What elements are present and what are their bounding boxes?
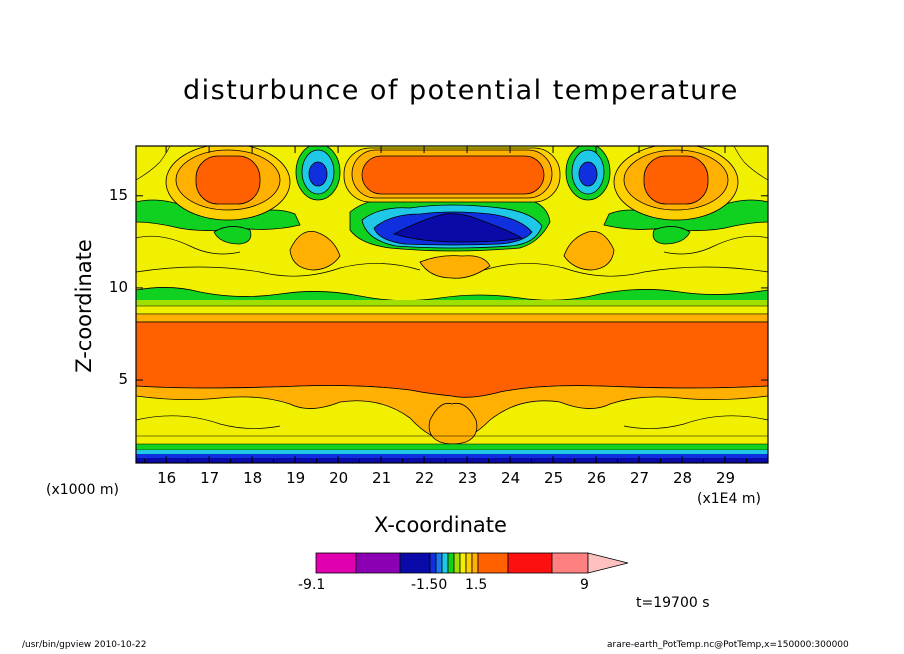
contour-line-3 xyxy=(136,235,241,255)
colorbar-tick-label: 9 xyxy=(580,577,589,593)
colorbar-segment xyxy=(441,552,449,574)
colorbar-tick-label: 1.5 xyxy=(465,577,488,593)
footer-right: arare-earth_PotTemp.nc@PotTemp,x=150000:… xyxy=(607,640,849,650)
x-tick-label: 28 xyxy=(673,469,693,487)
colorbar-tick-label: -1.50 xyxy=(411,577,448,593)
colorbar-segment xyxy=(551,552,589,574)
contour-line-1 xyxy=(136,263,421,277)
orange-lobe-left xyxy=(289,231,341,271)
surface-navy xyxy=(136,458,768,463)
surface-green xyxy=(136,443,768,451)
x-tick-label: 25 xyxy=(544,469,564,487)
colorbar-segment xyxy=(399,552,431,574)
green-blob-right xyxy=(652,226,691,245)
y-unit-note: (x1000 m) xyxy=(46,482,119,498)
cold-cell-left-blue xyxy=(308,161,328,187)
x-axis-ticks xyxy=(144,146,748,463)
colorbar-segment xyxy=(355,552,401,574)
x-tick-label: 27 xyxy=(630,469,650,487)
colorbar-segment xyxy=(477,552,509,574)
colorbar-segment xyxy=(453,552,461,574)
orange-lobe-center xyxy=(419,255,491,279)
lightgreen-strip xyxy=(136,300,768,306)
time-label: t=19700 s xyxy=(636,595,710,611)
y-tick-label: 10 xyxy=(108,277,128,296)
footer-left: /usr/bin/gpview 2010-10-22 xyxy=(22,640,147,650)
contour-line-5 xyxy=(136,415,281,429)
x-tick-label: 18 xyxy=(243,469,263,487)
x-tick-label: 17 xyxy=(200,469,220,487)
x-tick-label: 16 xyxy=(157,469,177,487)
chart-title: disturbunce of potential temperature xyxy=(183,75,739,106)
colorbar-segment xyxy=(459,552,467,574)
y-axis-label: Z-coordinate xyxy=(72,239,96,373)
colorbar-extension-arrow xyxy=(587,552,629,574)
x-tick-label: 26 xyxy=(587,469,607,487)
y-tick-label: 15 xyxy=(108,185,128,204)
warm-cell-center-core xyxy=(361,155,545,195)
x-unit-note: (x1E4 m) xyxy=(697,491,761,507)
x-axis-label: X-coordinate xyxy=(374,513,507,537)
plot-frame xyxy=(135,145,769,464)
x-tick-label: 22 xyxy=(415,469,435,487)
contour-line-4 xyxy=(663,235,768,255)
cold-cell-navy xyxy=(392,213,524,243)
cold-cell-right-blue xyxy=(578,161,598,187)
colorbar xyxy=(315,552,629,574)
colorbar-segment xyxy=(447,552,455,574)
warm-cell-right-core xyxy=(643,155,709,205)
warm-cell-left-core xyxy=(195,155,261,205)
x-tick-label: 20 xyxy=(329,469,349,487)
colorbar-segment xyxy=(429,552,437,574)
contour-line-2 xyxy=(483,263,768,277)
x-tick-label: 24 xyxy=(501,469,521,487)
colorbar-segment xyxy=(435,552,443,574)
contour-line-9 xyxy=(733,146,768,181)
x-tick-label: 23 xyxy=(458,469,478,487)
colorbar-segment xyxy=(471,552,479,574)
colorbar-segment xyxy=(507,552,553,574)
contour-line-6 xyxy=(623,415,768,429)
contour-field xyxy=(136,146,768,463)
x-tick-label: 29 xyxy=(716,469,736,487)
orange-edge-top xyxy=(136,313,768,323)
warm-band xyxy=(136,321,768,398)
surface-cyan xyxy=(136,450,768,454)
orange-bump-center xyxy=(428,402,478,445)
colorbar-segment xyxy=(465,552,473,574)
y-tick-label: 5 xyxy=(118,370,128,389)
colorbar-tick-label: -9.1 xyxy=(298,577,326,593)
yellow-strip-mid xyxy=(136,305,768,315)
x-tick-label: 19 xyxy=(286,469,306,487)
contour-line-8 xyxy=(136,146,171,181)
green-blob-left xyxy=(213,226,252,245)
surface-blue xyxy=(136,454,768,458)
colorbar-segment xyxy=(315,552,357,574)
y-axis-ticks xyxy=(136,195,768,381)
orange-lobe-right xyxy=(563,231,615,271)
x-tick-label: 21 xyxy=(372,469,392,487)
